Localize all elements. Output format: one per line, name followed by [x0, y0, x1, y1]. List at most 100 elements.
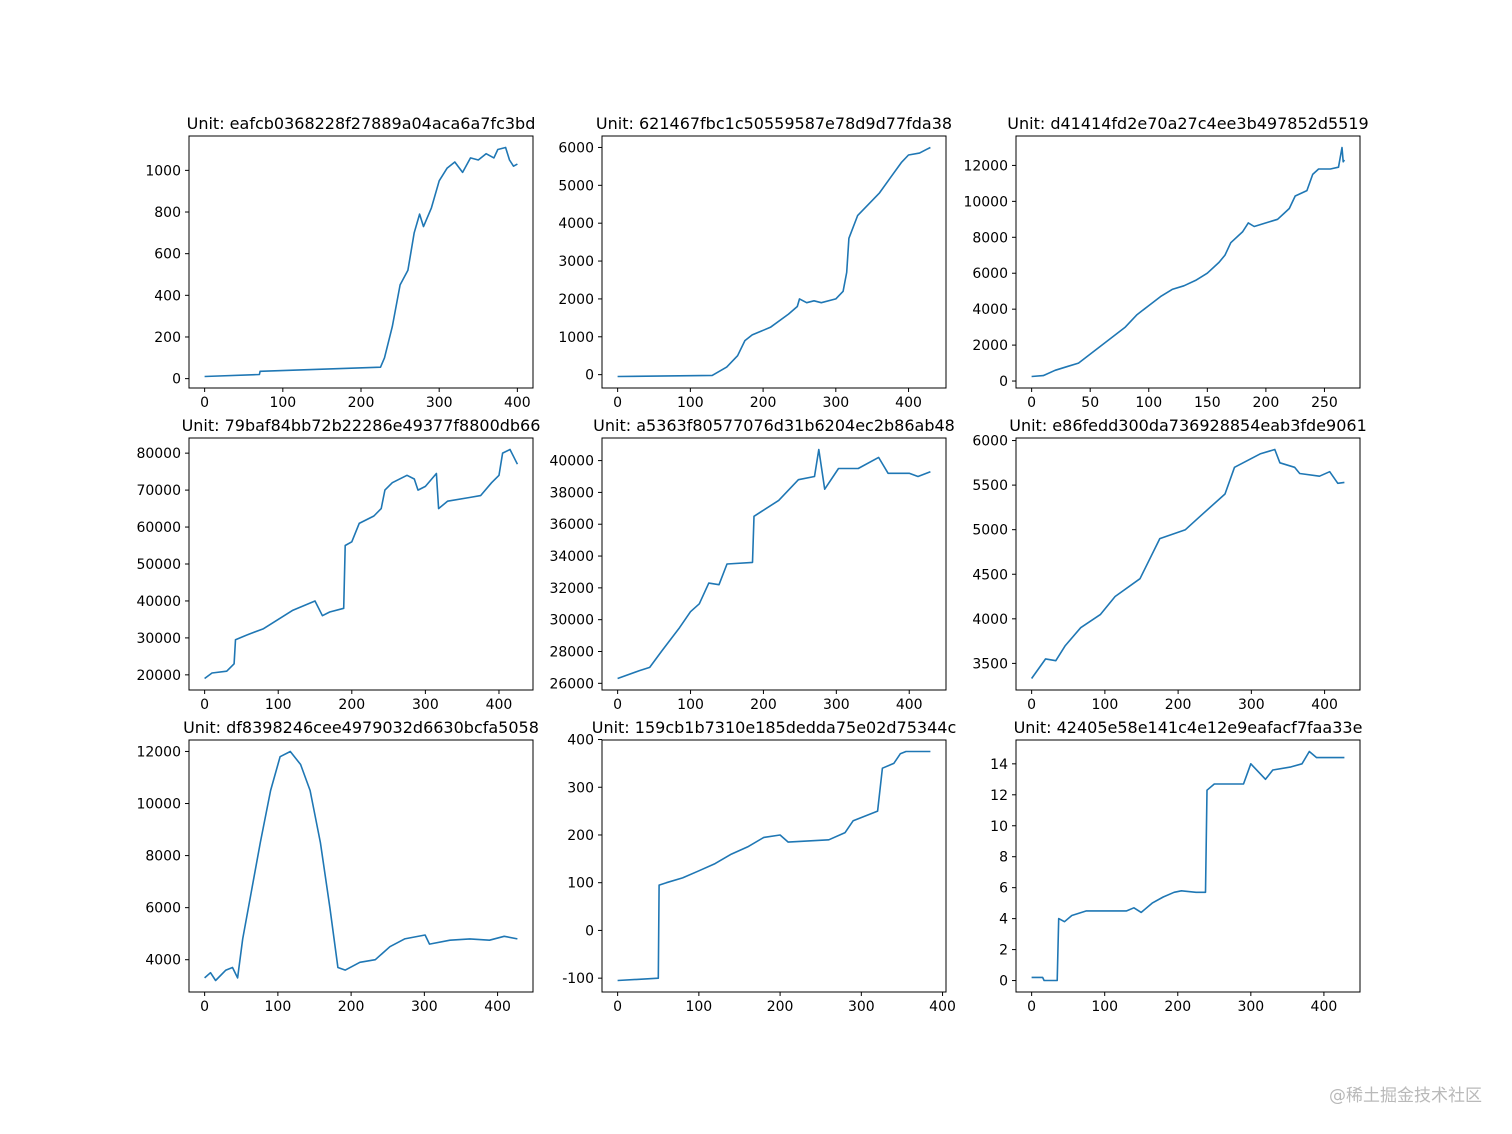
subplot-title: Unit: 159cb1b7310e185dedda75e02d75344c	[592, 718, 957, 737]
x-tick-label: 0	[200, 999, 209, 1015]
x-tick-label: 400	[504, 395, 531, 411]
x-tick-label: 0	[1027, 999, 1036, 1015]
y-tick-label: 10	[990, 819, 1008, 835]
x-tick-label: 0	[200, 697, 209, 713]
subplot-title: Unit: e86fedd300da736928854eab3fde9061	[1009, 416, 1367, 435]
x-tick-label: 150	[1194, 395, 1221, 411]
x-tick-label: 200	[1253, 395, 1280, 411]
subplot-9: Unit: 42405e58e141c4e12e9eafacf7faa33e 0 1…	[990, 718, 1362, 1015]
axes-frame	[1015, 437, 1361, 691]
x-tick-label: 300	[848, 999, 875, 1015]
y-tick-label: 6000	[972, 266, 1008, 282]
y-tick-label: 36000	[549, 517, 594, 533]
y-tick-label: 80000	[136, 446, 181, 462]
subplot-5: Unit: a5363f80577076d31b6204ec2b86ab48 0 1…	[549, 416, 954, 713]
y-tick-label: 5500	[972, 478, 1008, 494]
y-tick-label: 34000	[549, 549, 594, 565]
x-tick-label: 300	[1237, 999, 1264, 1015]
x-tick-label: 200	[750, 395, 777, 411]
y-tick-label: 10000	[136, 797, 181, 813]
x-tick-label: 100	[269, 395, 296, 411]
x-tick-label: 200	[338, 999, 365, 1015]
y-tick-label: 400	[154, 288, 181, 304]
x-tick-label: 400	[895, 395, 922, 411]
x-tick-label: 400	[1311, 697, 1338, 713]
y-tick-label: 1000	[558, 330, 594, 346]
x-tick-label: 400	[486, 697, 513, 713]
y-tick-label: 4000	[972, 302, 1008, 318]
x-tick-label: 400	[929, 999, 956, 1015]
y-tick-label: 200	[154, 330, 181, 346]
subplot-title: Unit: 42405e58e141c4e12e9eafacf7faa33e	[1014, 718, 1363, 737]
axes-frame	[188, 437, 534, 691]
y-tick-label: 400	[567, 733, 594, 749]
y-tick-label: 2000	[558, 292, 594, 308]
y-tick-label: 100	[567, 876, 594, 892]
y-tick-label: 8000	[972, 230, 1008, 246]
subplot-8: Unit: 159cb1b7310e185dedda75e02d75344c 0 1…	[562, 718, 956, 1015]
y-tick-label: 6000	[145, 901, 181, 917]
x-tick-label: 300	[411, 999, 438, 1015]
y-tick-label: 0	[585, 368, 594, 384]
series-line	[1031, 146, 1346, 378]
x-tick-label: 0	[613, 999, 622, 1015]
subplot-7: Unit: df8398246cee4979032d6630bcfa5058 0 1…	[136, 718, 538, 1015]
y-tick-label: 5000	[972, 523, 1008, 539]
series-line	[1030, 448, 1345, 679]
y-tick-label: 0	[999, 374, 1008, 390]
x-tick-label: 300	[822, 395, 849, 411]
x-tick-label: 200	[348, 395, 375, 411]
subplot-title: Unit: eafcb0368228f27889a04aca6a7fc3bd	[187, 114, 536, 133]
axes-frame	[601, 739, 947, 993]
x-tick-label: 300	[412, 697, 439, 713]
axes-frame	[188, 135, 534, 389]
y-tick-label: 60000	[136, 520, 181, 536]
y-tick-label: 2	[999, 943, 1008, 959]
axes-frame	[188, 739, 534, 993]
x-tick-label: 400	[1311, 999, 1338, 1015]
y-tick-label: 6000	[558, 140, 594, 156]
series-line	[1031, 750, 1345, 982]
axes-frame	[601, 437, 947, 691]
y-tick-label: 8	[999, 850, 1008, 866]
axes-frame	[1015, 135, 1361, 389]
y-tick-label: 6000	[972, 434, 1008, 450]
subplot-3: Unit: d41414fd2e70a27c4ee3b497852d5519 0 5…	[963, 114, 1368, 411]
series-line	[204, 448, 519, 680]
x-tick-label: 100	[265, 999, 292, 1015]
x-tick-label: 100	[677, 697, 704, 713]
y-tick-label: 12000	[136, 744, 181, 760]
x-tick-label: 300	[426, 395, 453, 411]
y-tick-label: 40000	[136, 594, 181, 610]
x-tick-label: 200	[338, 697, 365, 713]
y-tick-label: 14	[990, 757, 1008, 773]
x-tick-label: 100	[1091, 999, 1118, 1015]
x-tick-label: 100	[265, 697, 292, 713]
y-tick-label: 28000	[549, 645, 594, 661]
y-tick-label: 3000	[558, 254, 594, 270]
y-tick-label: 26000	[549, 676, 594, 692]
y-tick-label: 8000	[145, 849, 181, 865]
series-line	[204, 750, 518, 982]
y-tick-label: 38000	[549, 485, 594, 501]
y-tick-label: 0	[999, 974, 1008, 990]
x-tick-label: 300	[823, 697, 850, 713]
series-line	[617, 146, 931, 378]
x-tick-label: 100	[677, 395, 704, 411]
y-tick-label: 600	[154, 247, 181, 263]
y-tick-label: 10000	[963, 194, 1008, 210]
y-tick-label: 0	[585, 923, 594, 939]
x-tick-label: 0	[1027, 697, 1036, 713]
y-tick-label: 2000	[972, 338, 1008, 354]
x-tick-label: 0	[613, 395, 622, 411]
y-tick-label: 32000	[549, 581, 594, 597]
subplot-title: Unit: df8398246cee4979032d6630bcfa5058	[183, 718, 539, 737]
x-tick-label: 200	[767, 999, 794, 1015]
subplot-6: Unit: e86fedd300da736928854eab3fde9061 0 1…	[972, 416, 1366, 713]
subplot-1: Unit: eafcb0368228f27889a04aca6a7fc3bd 0 1…	[145, 114, 535, 411]
y-tick-label: 70000	[136, 483, 181, 499]
subplot-2: Unit: 621467fbc1c50559587e78d9d77fda38 0 1…	[558, 114, 952, 411]
x-tick-label: 400	[484, 999, 511, 1015]
y-tick-label: 50000	[136, 557, 181, 573]
